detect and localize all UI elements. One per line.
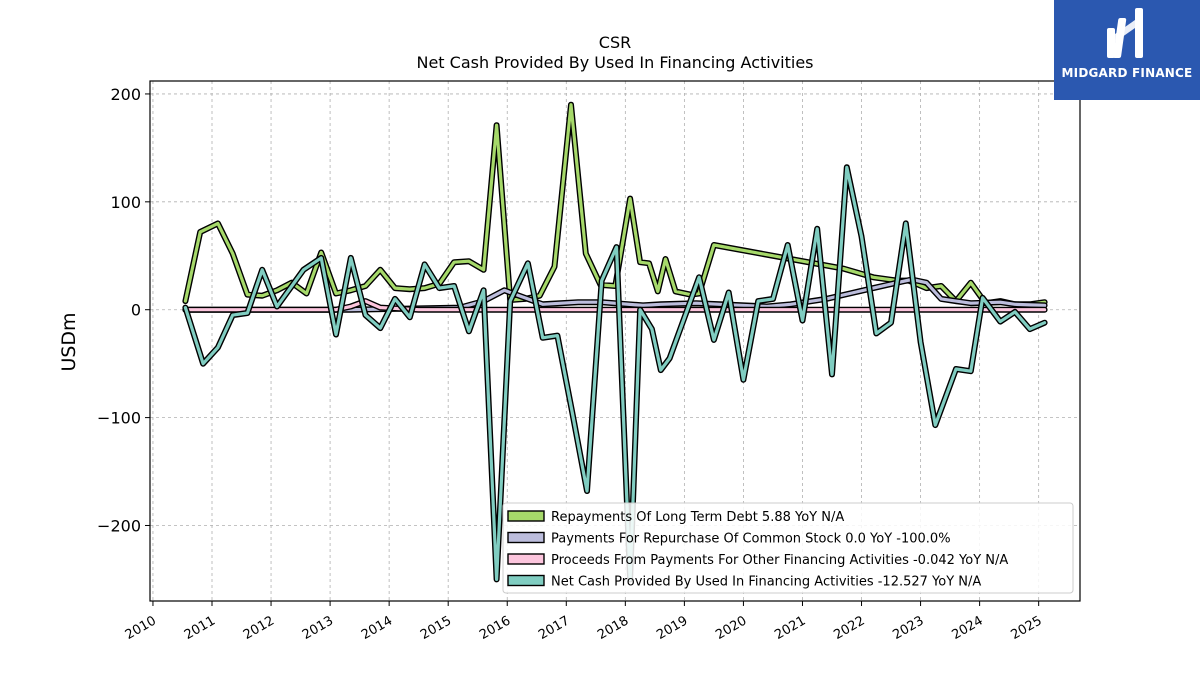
- x-tick-label: 2013: [300, 613, 336, 643]
- x-tick-label: 2012: [241, 613, 277, 643]
- x-tick-label: 2017: [536, 613, 572, 643]
- legend-label-3: Net Cash Provided By Used In Financing A…: [551, 575, 981, 590]
- y-tick-label: −200: [97, 516, 141, 535]
- x-tick-label: 2019: [654, 613, 690, 643]
- legend-label-1: Payments For Repurchase Of Common Stock …: [551, 532, 951, 547]
- chart-subtitle: Net Cash Provided By Used In Financing A…: [416, 53, 813, 72]
- x-tick-label: 2020: [713, 613, 749, 643]
- x-tick-label: 2018: [595, 613, 631, 643]
- x-tick-label: 2023: [890, 613, 926, 643]
- legend-label-2: Proceeds From Payments For Other Financi…: [551, 553, 1008, 568]
- series-line-1: [183, 277, 1047, 312]
- y-tick-label: 200: [110, 85, 141, 104]
- y-axis-label: USDm: [58, 312, 80, 371]
- series-line-2: [183, 299, 1047, 312]
- brand-name: MIDGARD FINANCE: [1061, 66, 1193, 80]
- y-tick-label: −100: [97, 409, 141, 428]
- series-lines: [182, 101, 1048, 583]
- midgard-logo-icon: [1107, 8, 1143, 58]
- y-tick-label: 100: [110, 193, 141, 212]
- legend: Repayments Of Long Term Debt 5.88 YoY N/…: [502, 502, 1074, 594]
- series-line-0: [183, 103, 1047, 306]
- legend-box: [502, 502, 1074, 594]
- x-tick-label: 2015: [418, 613, 454, 643]
- legend-swatch-3: [507, 574, 545, 587]
- legend-swatch-2: [507, 553, 545, 565]
- x-tick-label: 2021: [772, 613, 808, 643]
- x-tick-label: 2014: [359, 613, 395, 643]
- chart-title: CSR: [599, 33, 631, 52]
- plot-area-frame: [149, 80, 1081, 602]
- legend-swatch-0: [507, 510, 545, 522]
- brand-logo: MIDGARD FINANCE: [1054, 0, 1200, 100]
- y-tick-label: 0: [131, 301, 141, 320]
- x-tick-label: 2025: [1009, 613, 1045, 643]
- x-tick-label: 2010: [123, 613, 159, 643]
- legend-swatch-1: [507, 531, 545, 544]
- x-tick-label: 2024: [949, 613, 985, 643]
- legend-label-0: Repayments Of Long Term Debt 5.88 YoY N/…: [551, 510, 844, 525]
- x-tick-label: 2016: [477, 613, 513, 643]
- x-tick-label: 2022: [831, 613, 867, 643]
- x-tick-label: 2011: [182, 613, 218, 643]
